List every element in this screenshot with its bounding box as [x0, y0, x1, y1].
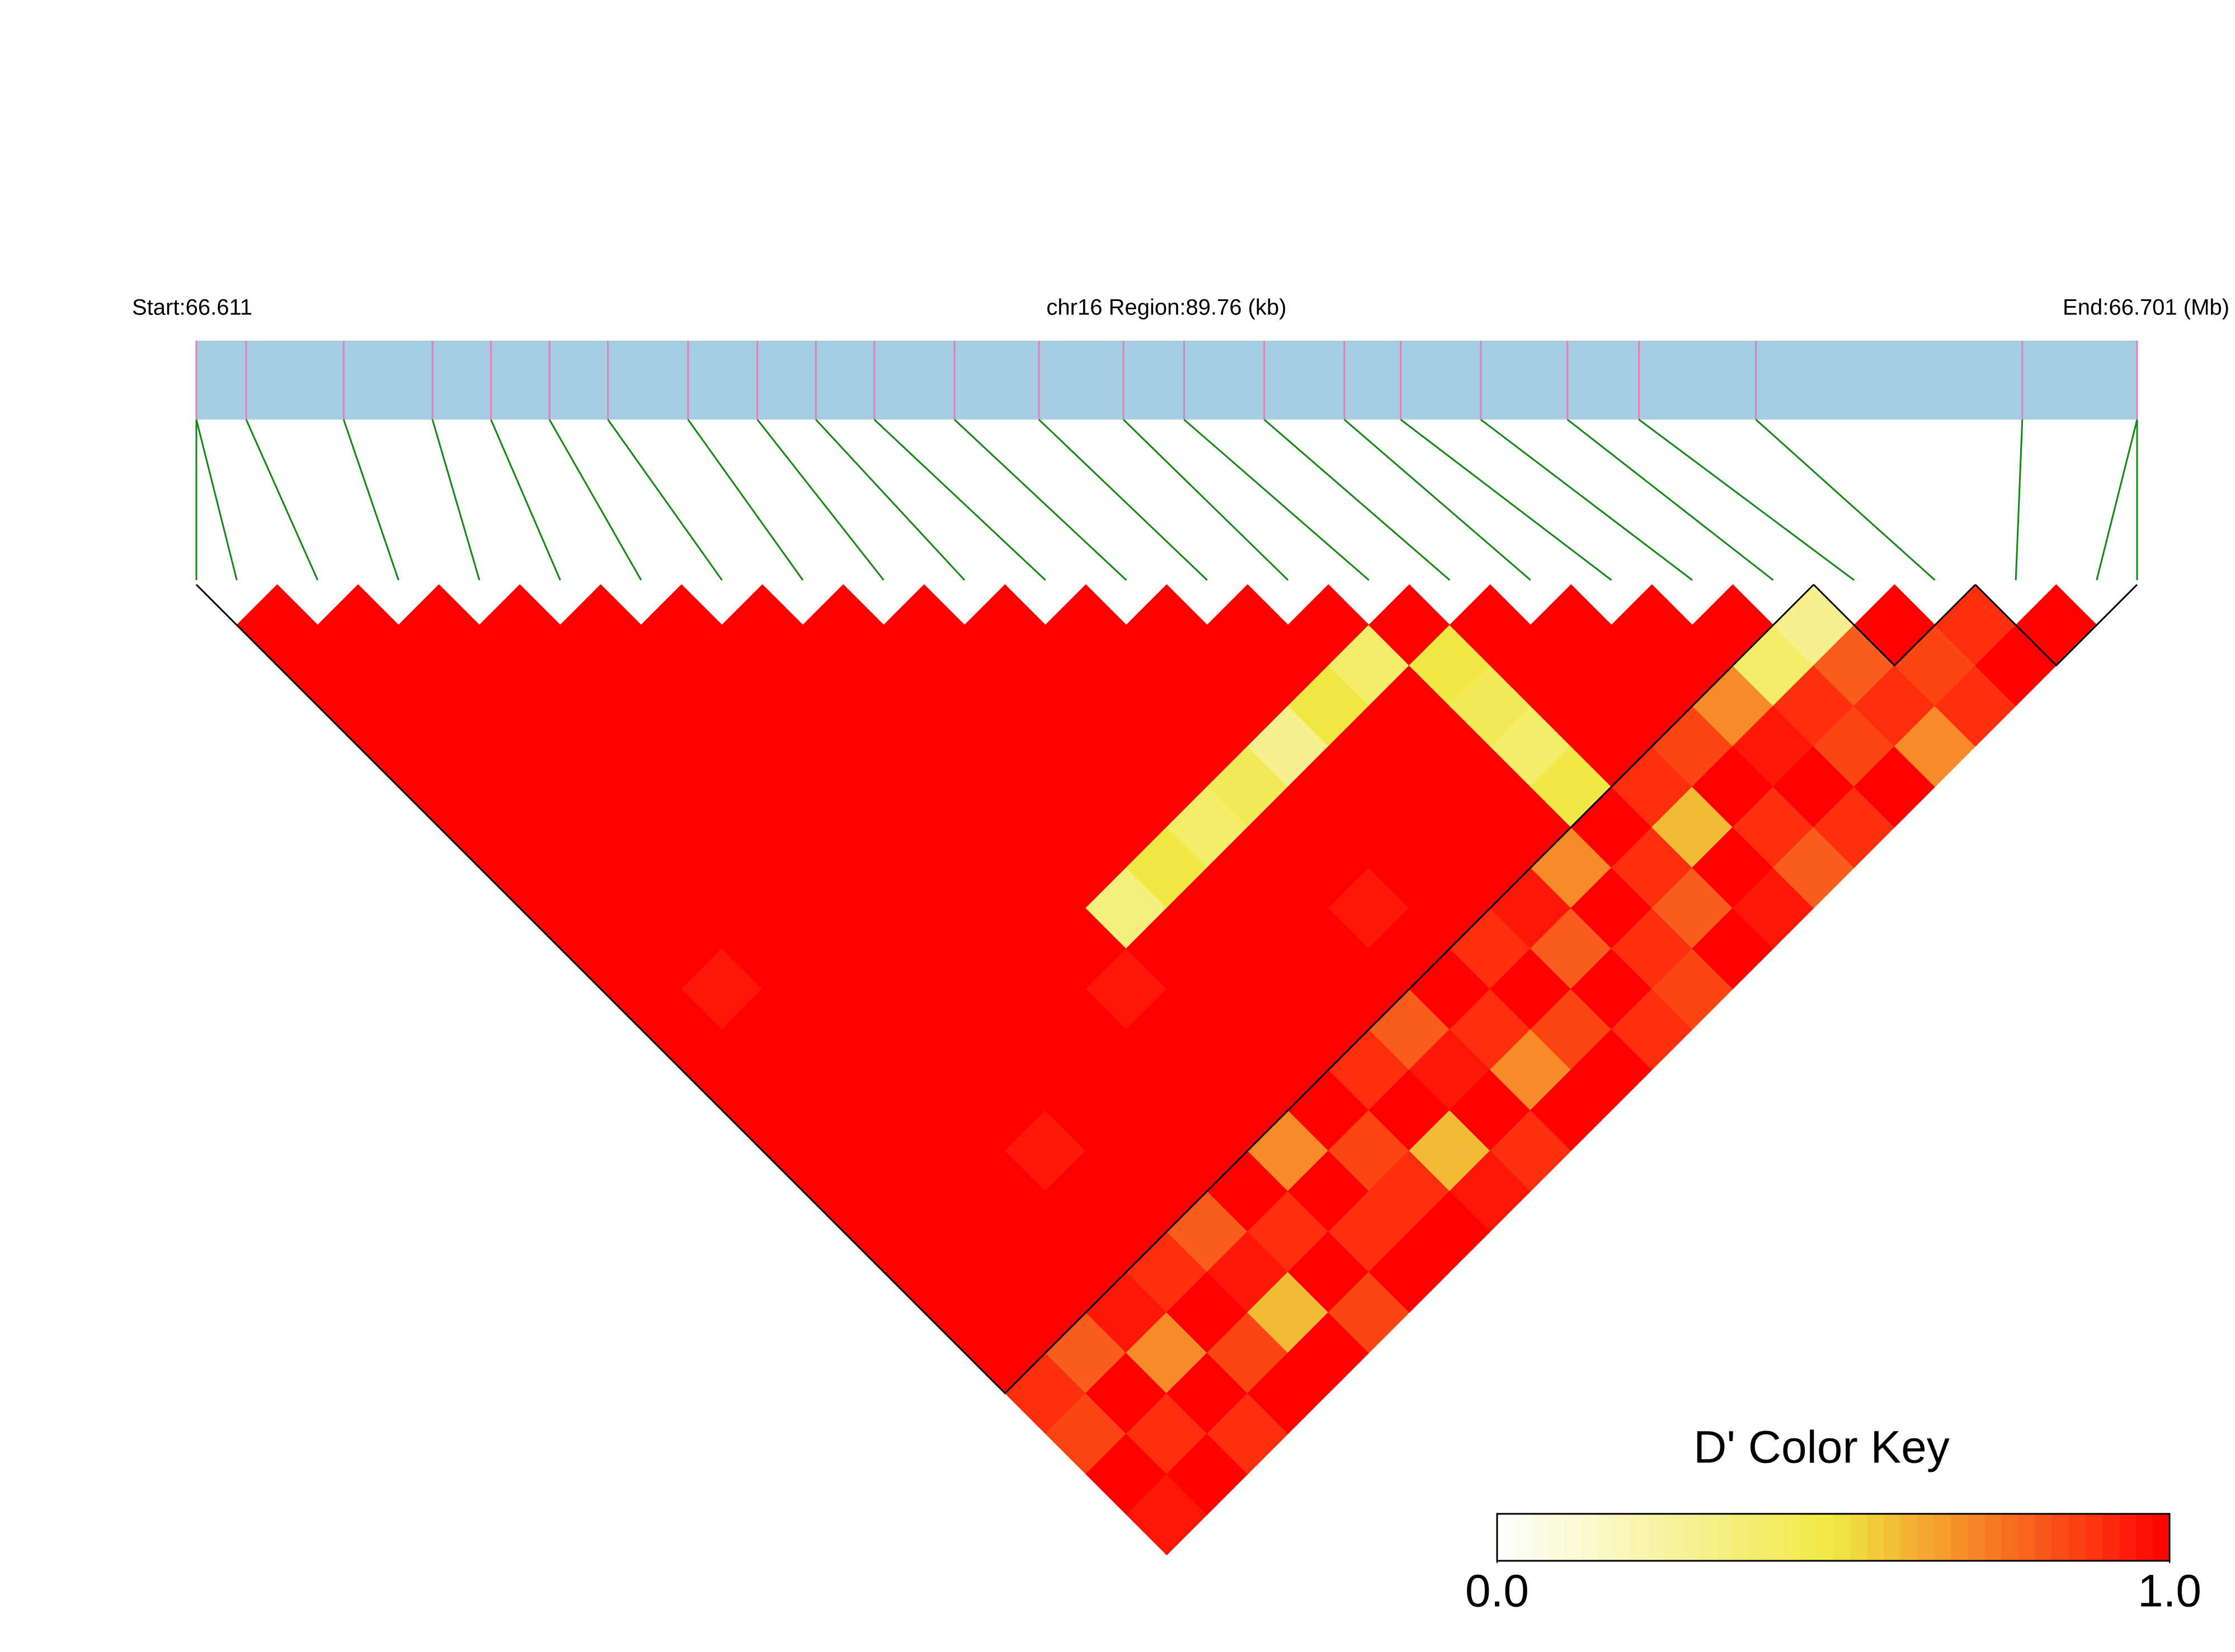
- snp-link: [1755, 418, 1936, 581]
- colorkey-swatch: [1531, 1514, 1549, 1561]
- snp-link: [1638, 418, 1855, 581]
- colorkey-swatch: [2068, 1514, 2086, 1561]
- snp-link: [431, 419, 481, 581]
- colorkey-swatch: [1615, 1514, 1632, 1561]
- colorkey-swatch: [1884, 1514, 1902, 1561]
- colorkey-swatch: [1816, 1514, 1834, 1561]
- colorkey-swatch: [1648, 1514, 1666, 1561]
- colorkey-swatch: [1665, 1514, 1683, 1561]
- snp-link: [607, 419, 723, 581]
- snp-link: [1123, 418, 1289, 581]
- colorkey-tick-label: 0.0: [1465, 1566, 1529, 1617]
- end-label: End:66.701 (Mb): [2063, 295, 2229, 320]
- snp-link: [687, 419, 804, 581]
- snp-link: [1038, 418, 1208, 581]
- snp-link: [1263, 418, 1451, 581]
- snp-link: [195, 419, 238, 581]
- colorkey-swatch: [1968, 1514, 1985, 1561]
- colorkey-frame: [1496, 1513, 2171, 1562]
- colorkey-swatch: [2035, 1514, 2053, 1561]
- colorkey-swatch: [1833, 1514, 1851, 1561]
- colorkey-swatch: [1497, 1514, 1515, 1561]
- colorkey-tick-label: 1.0: [2138, 1566, 2201, 1617]
- colorkey-swatch: [1799, 1514, 1817, 1561]
- snp-link: [1566, 418, 1774, 581]
- colorkey-swatch: [1547, 1514, 1565, 1561]
- start-label: Start:66.611: [132, 295, 252, 320]
- snp-link: [1343, 418, 1531, 581]
- colorkey-swatch: [2018, 1514, 2036, 1561]
- colorkey-swatch: [2052, 1514, 2069, 1561]
- snp-link: [2096, 419, 2138, 581]
- ld-block: [195, 583, 1814, 1395]
- colorkey-swatch: [1900, 1514, 1918, 1561]
- colorkey-swatch: [1850, 1514, 1868, 1561]
- snp-link: [1480, 418, 1693, 581]
- colorkey-swatch: [2085, 1514, 2103, 1561]
- colorkey-swatch: [2001, 1514, 2019, 1561]
- colorkey-swatch: [1631, 1514, 1649, 1561]
- snp-link: [954, 418, 1127, 581]
- snp-link: [342, 419, 399, 581]
- colorkey-swatch: [2152, 1514, 2170, 1561]
- colorkey-swatch: [1564, 1514, 1582, 1561]
- colorkey-swatch: [1766, 1514, 1784, 1561]
- colorkey-swatch: [1682, 1514, 1700, 1561]
- colorkey-swatch: [1951, 1514, 1969, 1561]
- colorkey-swatch: [1598, 1514, 1616, 1561]
- colorkey-swatch: [1984, 1514, 2002, 1561]
- snp-link: [1183, 418, 1370, 581]
- snp-link: [815, 418, 966, 581]
- ld-block: [1974, 583, 2138, 667]
- snp-link: [490, 419, 561, 581]
- colorkey-swatch: [1934, 1514, 1952, 1561]
- colorkey-title: D' Color Key: [1693, 1422, 1950, 1473]
- snp-link: [1400, 418, 1612, 581]
- colorkey-swatch: [1698, 1514, 1716, 1561]
- colorkey-swatch: [1715, 1514, 1733, 1561]
- colorkey-swatch: [1749, 1514, 1767, 1561]
- colorkey-swatch: [1581, 1514, 1599, 1561]
- colorkey-swatch: [1514, 1514, 1532, 1561]
- snp-link: [756, 419, 884, 581]
- colorkey-swatch: [2102, 1514, 2120, 1561]
- snp-link: [245, 419, 319, 581]
- snp-link: [2015, 419, 2024, 581]
- colorkey-swatch: [2135, 1514, 2153, 1561]
- position-bar: [196, 341, 2137, 420]
- snp-link: [548, 419, 642, 581]
- colorkey-swatch: [1867, 1514, 1885, 1561]
- colorkey-swatch: [2119, 1514, 2137, 1561]
- colorkey-swatch: [1732, 1514, 1750, 1561]
- snp-link: [873, 418, 1046, 581]
- colorkey-swatch: [1917, 1514, 1935, 1561]
- colorkey-swatch: [1782, 1514, 1800, 1561]
- region-label: chr16 Region:89.76 (kb): [1046, 295, 1286, 320]
- ld-block: [1813, 583, 1976, 667]
